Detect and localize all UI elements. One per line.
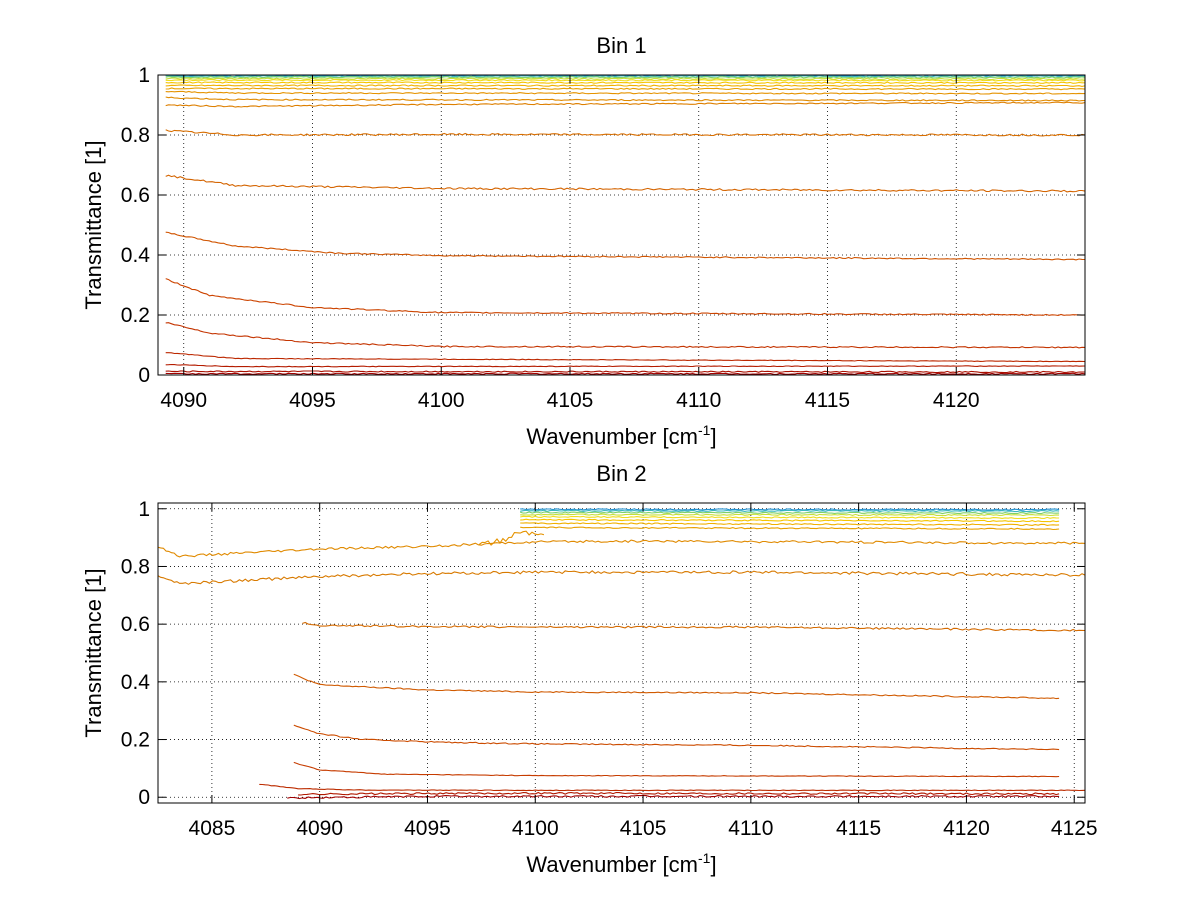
series-group [158,508,1085,800]
plot-frame [157,502,1086,804]
series-line [165,76,1085,79]
series-line [520,511,1060,515]
series-line [520,508,1060,511]
y-tick-label: 0.6 [121,184,150,207]
x-axis-label-superscript: -1 [698,422,711,438]
x-tick-label: 4090 [160,389,207,412]
x-tick-label: 4095 [289,389,336,412]
x-tick-label: 4110 [728,817,773,840]
series-line [165,96,1085,102]
series-line [520,513,1060,517]
x-tick-label: 4120 [943,817,990,840]
y-axis-label: Transmittance [1] [81,140,106,309]
plot-area [158,75,1085,375]
series-group [165,75,1085,375]
y-tick-label: 0.8 [121,124,150,147]
series-line [520,522,1060,526]
y-tick-label: 1 [138,498,150,521]
plot-frame [157,74,1086,376]
series-line [165,101,1085,108]
x-axis-label-text: Wavenumber [cm [526,852,698,877]
series-line [165,278,1085,316]
series-line [287,795,1060,800]
series-line [520,526,1060,531]
x-tick-label: 4115 [805,389,850,412]
x-tick-label: 4115 [836,817,881,840]
series-line [158,570,1085,585]
series-line [165,174,1085,193]
series-line [165,75,1085,78]
series-line [165,322,1085,349]
x-axis-label-end: ] [710,852,716,877]
series-line [293,724,1060,751]
x-tick-label: 4085 [189,817,236,840]
y-tick-label: 1 [138,64,150,87]
x-axis-label: Wavenumber [cm-1] [526,422,716,449]
subplot-bin-2: 4085 4090 4095 4100 4105 4110 4115 4120 4125 0 0.2… [81,461,1098,877]
axis-ticks: 4085 4090 4095 4100 4105 4110 4115 4120 4125 0 0.2… [121,498,1098,840]
y-tick-label: 0.4 [121,244,151,267]
y-axis-label: Transmittance [1] [81,568,106,737]
x-tick-label: 4105 [620,817,667,840]
series-line [520,509,1060,513]
x-tick-label: 4125 [1051,817,1098,840]
chart-title: Bin 1 [596,33,646,58]
y-tick-label: 0 [138,786,150,809]
series-line [165,231,1085,261]
x-tick-label: 4120 [933,389,980,412]
x-axis-label-text: Wavenumber [cm [526,424,698,449]
y-tick-label: 0 [138,364,150,387]
series-line [298,791,1060,796]
series-line [520,518,1060,523]
series-line [293,673,1060,700]
y-tick-label: 0.8 [121,555,150,578]
series-line [165,77,1085,81]
x-axis-label-superscript: -1 [698,850,711,866]
chart-title: Bin 2 [596,461,646,486]
series-line [165,352,1085,363]
series-line [165,81,1085,84]
x-axis-label-end: ] [710,424,716,449]
x-tick-label: 4100 [418,389,465,412]
axis-ticks: 4090 4095 4100 4105 4110 4115 4120 0 0.2 0.4 0.6 0.… [121,64,1085,412]
series-line [165,372,1085,375]
y-tick-label: 0.6 [121,613,150,636]
y-tick-label: 0.2 [121,729,150,752]
x-tick-label: 4105 [547,389,594,412]
series-line [158,539,1085,558]
series-line [165,78,1085,82]
series-line [165,87,1085,91]
x-tick-label: 4090 [296,817,343,840]
x-axis-label: Wavenumber [cm-1] [526,850,716,877]
series-line [293,761,1060,778]
x-tick-label: 4095 [404,817,451,840]
series-line [259,783,1085,792]
plot-area [158,503,1085,803]
series-line [165,363,1085,368]
series-line [165,84,1085,87]
series-line [302,621,1085,632]
y-tick-label: 0.2 [121,304,150,327]
subplot-bin-1: 4090 4095 4100 4105 4110 4115 4120 0 0.2 0.4 0.6 0.… [81,33,1086,449]
y-tick-label: 0.4 [121,671,151,694]
x-tick-label: 4100 [512,817,559,840]
series-line [165,129,1085,137]
series-line [165,90,1085,95]
series-line [520,515,1060,520]
x-tick-label: 4110 [676,389,721,412]
series-line [165,370,1085,374]
